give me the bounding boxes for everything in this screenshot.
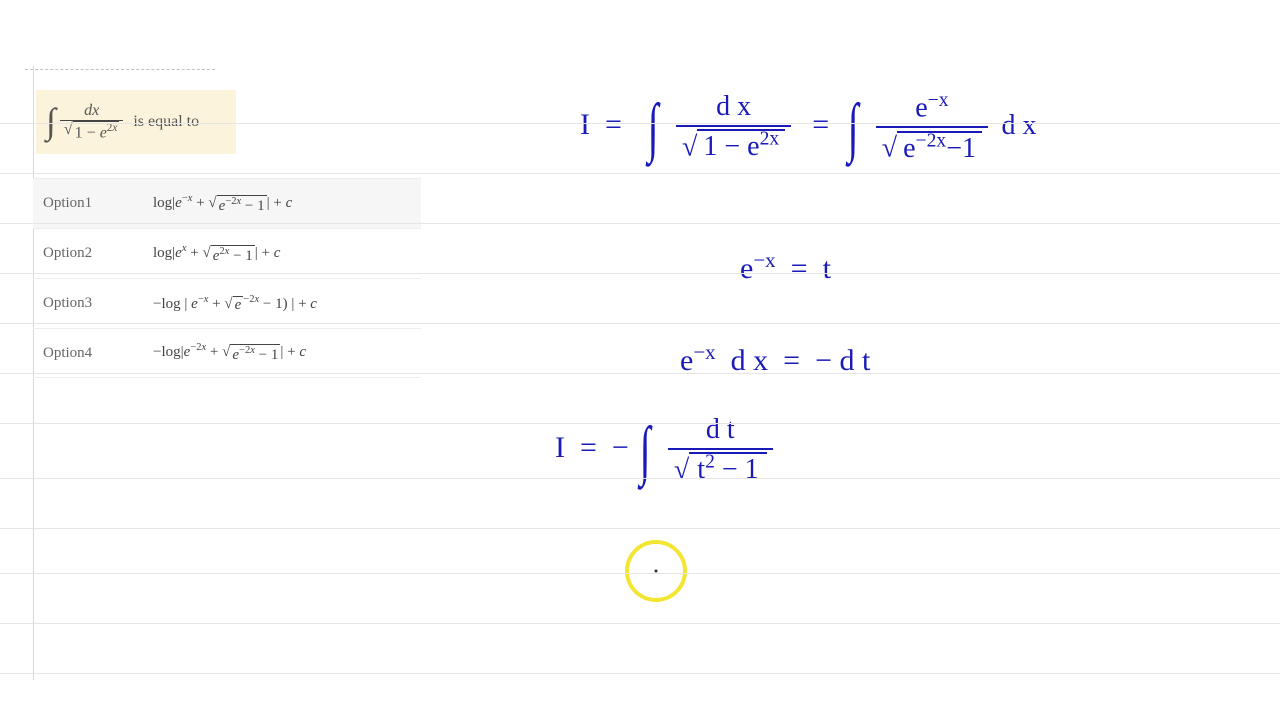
handwriting-line-4: I = − ∫ d t √t2 − 1 <box>555 414 779 486</box>
ruled-line <box>0 373 1280 374</box>
ruled-line <box>0 273 1280 274</box>
options-list: Option1 log|e−x + e−2x − 1| + c Option2 … <box>33 178 421 378</box>
option-math: −log | e−x + e−2x − 1) | + c <box>153 294 421 314</box>
ruled-line <box>0 478 1280 479</box>
ruled-line <box>0 173 1280 174</box>
question-suffix: is equal to <box>133 113 199 131</box>
cursor-highlight-ring <box>625 540 687 602</box>
ruled-line <box>0 673 1280 674</box>
option-label: Option1 <box>33 195 153 212</box>
ruled-line <box>0 623 1280 624</box>
whiteboard-canvas[interactable]: ∫ dx 1 − e2x is equal to Option1 log|e−x… <box>0 0 1280 720</box>
option-math: −log|e−2x + e−2x − 1| + c <box>153 342 421 364</box>
ruled-line <box>0 223 1280 224</box>
ruled-line <box>0 323 1280 324</box>
option-label: Option4 <box>33 345 153 362</box>
ruled-line <box>0 528 1280 529</box>
question-fraction: dx 1 − e2x <box>60 102 123 142</box>
option-row-4[interactable]: Option4 −log|e−2x + e−2x − 1| + c <box>33 328 421 378</box>
ruled-line <box>0 123 1280 124</box>
tab-stub-line <box>25 62 215 70</box>
integral-symbol: ∫ <box>46 111 56 133</box>
option-row-3[interactable]: Option3 −log | e−x + e−2x − 1) | + c <box>33 278 421 328</box>
option-label: Option3 <box>33 295 153 312</box>
handwriting-line-1: I = ∫ d x √1 − e2x = ∫ e−x √e−2x−1 d x <box>580 90 1036 165</box>
ruled-line <box>0 423 1280 424</box>
option-row-1[interactable]: Option1 log|e−x + e−2x − 1| + c <box>33 178 421 228</box>
option-label: Option2 <box>33 245 153 262</box>
option-row-2[interactable]: Option2 log|ex + e2x − 1| + c <box>33 228 421 278</box>
ruled-line <box>0 573 1280 574</box>
option-math: log|e−x + e−2x − 1| + c <box>153 193 421 215</box>
option-math: log|ex + e2x − 1| + c <box>153 243 421 265</box>
handwriting-line-2: e−x = t <box>740 248 831 286</box>
question-box: ∫ dx 1 − e2x is equal to <box>36 90 236 154</box>
